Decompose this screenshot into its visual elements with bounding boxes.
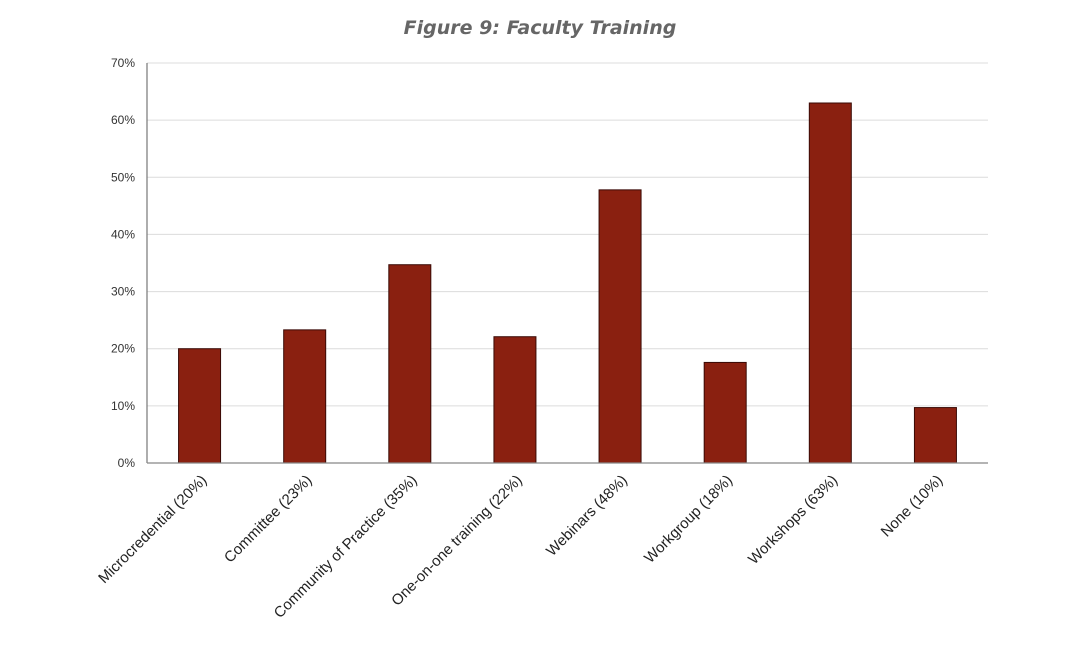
y-tick-label: 50% — [111, 170, 135, 184]
y-tick-label: 40% — [111, 227, 135, 241]
bar — [283, 329, 327, 464]
bar — [493, 336, 537, 464]
bar — [703, 361, 747, 464]
y-tick-label: 60% — [111, 113, 135, 127]
bar — [913, 407, 957, 464]
chart-title: Figure 9: Faculty Training — [404, 17, 677, 39]
bar — [598, 189, 642, 464]
y-tick-label: 10% — [111, 399, 135, 413]
bar — [388, 264, 432, 464]
y-tick-label: 20% — [111, 342, 135, 356]
y-tick-labels: 0% 10% 20% 30% 40% 50% 60% 70% — [111, 56, 135, 470]
y-tick-label: 30% — [111, 285, 135, 299]
bars — [178, 102, 957, 464]
bar — [808, 102, 852, 464]
y-tick-label: 0% — [118, 456, 136, 470]
bar — [178, 348, 222, 464]
y-tick-label: 70% — [111, 56, 135, 70]
